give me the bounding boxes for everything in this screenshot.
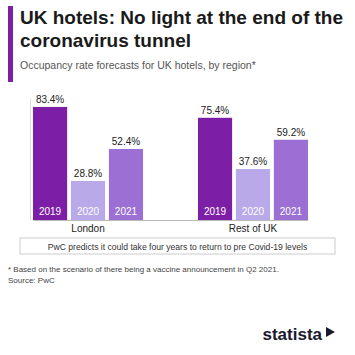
bar — [71, 181, 105, 220]
series-label: 2020 — [242, 206, 265, 217]
source: Source: PwC — [8, 276, 55, 285]
title: UK hotels: No light at the end of thecor… — [20, 7, 343, 51]
data-label: 75.4% — [201, 105, 229, 116]
chart: UK hotels: No light at the end of thecor… — [0, 0, 355, 355]
data-label: 37.6% — [239, 156, 267, 167]
x-axis-line — [34, 220, 309, 221]
labels: 2019 2019 2020 2020 2021 2021 83.4% 75.4% 28.8% 3… — [36, 94, 305, 217]
brand-icon — [326, 327, 335, 337]
data-label: 28.8% — [74, 168, 102, 179]
series-label: 2019 — [204, 206, 227, 217]
bar — [274, 140, 308, 220]
x-axis: London Rest of UK — [34, 220, 309, 234]
series-label: 2021 — [280, 206, 303, 217]
accent-bar — [8, 6, 13, 82]
x-tick: London — [71, 220, 104, 234]
data-label: 83.4% — [36, 94, 64, 105]
x-tick: Rest of UK — [229, 220, 278, 234]
brand: statista — [262, 325, 322, 344]
x-tick-label: London — [71, 223, 104, 234]
data-label: 52.4% — [112, 136, 140, 147]
series-label: 2021 — [115, 206, 138, 217]
series-label: 2019 — [39, 206, 62, 217]
annotation-text: PwC predicts it could take four years to… — [48, 242, 307, 252]
y-axis — [30, 99, 31, 221]
series-label: 2020 — [77, 206, 100, 217]
bar — [33, 107, 67, 220]
data-label: 59.2% — [277, 127, 305, 138]
x-tick-label: Rest of UK — [229, 223, 278, 234]
bar — [198, 118, 232, 220]
y-axis-line — [30, 99, 31, 221]
subtitle: Occupancy rate forecasts for UK hotels, … — [20, 59, 256, 71]
bars — [33, 107, 308, 220]
annotation-box — [20, 238, 335, 254]
bar — [109, 149, 143, 220]
annotation: PwC predicts it could take four years to… — [20, 238, 335, 254]
footnote: * Based on the scenario of there being a… — [8, 265, 279, 274]
bar — [236, 169, 270, 220]
